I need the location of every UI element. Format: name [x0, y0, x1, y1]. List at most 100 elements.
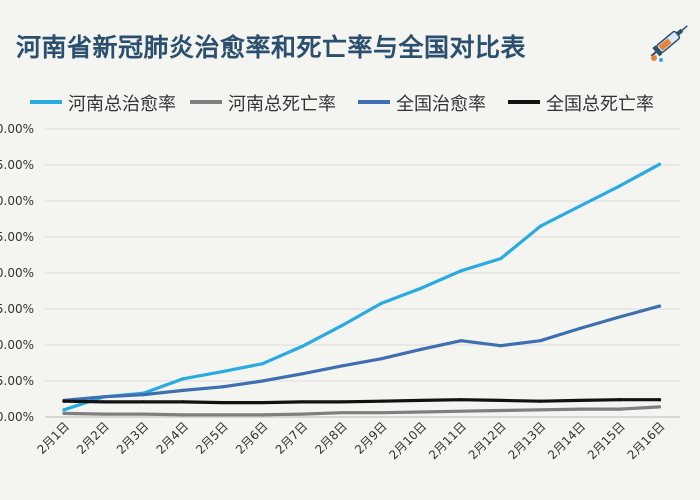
y-tick-label: 10.00% — [0, 338, 34, 352]
x-tick-label: 2月2日 — [74, 419, 112, 457]
data-point — [62, 399, 66, 403]
data-point — [618, 407, 622, 411]
chart-title: 河南省新冠肺炎治愈率和死亡率与全国对比表 — [16, 33, 527, 62]
data-point — [102, 412, 106, 416]
legend-label: 全国总死亡率 — [546, 94, 654, 115]
data-point — [578, 398, 582, 403]
data-point — [221, 385, 225, 389]
data-point — [657, 162, 662, 166]
data-point — [419, 410, 423, 414]
data-point — [181, 388, 185, 392]
x-tick-label: 2月12日 — [466, 419, 509, 462]
data-point — [419, 347, 423, 351]
data-point — [618, 184, 622, 188]
y-tick-label: 20.00% — [0, 266, 34, 280]
data-point — [538, 339, 543, 343]
data-point — [459, 339, 463, 343]
x-tick-label: 2月5日 — [193, 419, 231, 457]
data-point — [419, 286, 423, 290]
x-tick-label: 2月13日 — [505, 419, 548, 462]
data-point — [340, 400, 344, 404]
data-point — [538, 399, 543, 403]
data-point — [300, 372, 304, 376]
data-point — [578, 326, 582, 331]
y-tick-label: 25.00% — [0, 230, 34, 244]
x-tick-label: 2月9日 — [352, 419, 390, 457]
y-tick-label: 0.00% — [0, 410, 34, 424]
data-point — [300, 412, 304, 416]
data-point — [340, 323, 344, 328]
data-point — [141, 400, 145, 404]
data-point — [578, 204, 582, 208]
legend-label: 河南总死亡率 — [228, 94, 336, 115]
data-point — [181, 377, 185, 381]
data-point — [260, 379, 265, 383]
series-line-1 — [62, 405, 662, 417]
data-point — [618, 315, 622, 319]
data-point — [578, 407, 582, 411]
data-point — [538, 224, 543, 228]
data-point — [62, 411, 66, 415]
data-point — [221, 370, 225, 374]
data-point — [102, 395, 106, 399]
data-point — [419, 398, 423, 403]
data-point — [459, 409, 463, 413]
x-tick-label: 2月7日 — [273, 419, 311, 457]
data-point — [380, 411, 384, 415]
data-point — [260, 413, 265, 417]
data-point — [300, 344, 304, 349]
data-point — [499, 257, 503, 261]
legend-label: 河南总治愈率 — [68, 94, 176, 115]
data-point — [459, 269, 463, 273]
y-tick-label: 30.00% — [0, 194, 34, 208]
legend-swatch — [30, 100, 62, 104]
y-tick-label: 5.00% — [0, 374, 34, 388]
data-point — [221, 401, 225, 405]
x-tick-label: 2月11日 — [426, 419, 469, 462]
syringe-icon — [650, 25, 688, 62]
data-point — [221, 413, 225, 417]
data-point — [657, 304, 662, 308]
x-tick-label: 2月1日 — [34, 419, 72, 457]
data-point — [102, 400, 106, 404]
data-point — [141, 412, 145, 416]
data-point — [380, 357, 384, 361]
data-point — [499, 408, 503, 413]
legend-swatch — [190, 100, 222, 104]
series-line-3 — [62, 398, 662, 405]
data-point — [141, 393, 145, 397]
data-point — [657, 405, 662, 409]
x-tick-label: 2月4日 — [154, 419, 192, 457]
data-point — [181, 413, 185, 417]
legend-swatch — [508, 100, 540, 104]
x-tick-label: 2月10日 — [386, 419, 429, 462]
data-point — [499, 398, 503, 403]
y-tick-label: 35.00% — [0, 158, 34, 172]
x-tick-label: 2月14日 — [545, 419, 588, 462]
data-point — [459, 398, 463, 402]
y-tick-label: 40.00% — [0, 122, 34, 136]
series-line-0 — [62, 162, 662, 412]
data-point — [62, 408, 66, 412]
data-point — [657, 398, 662, 402]
legend-swatch — [358, 100, 390, 104]
x-tick-label: 2月15日 — [585, 419, 628, 462]
data-point — [380, 301, 384, 305]
series-line-2 — [62, 304, 662, 402]
x-tick-label: 2月16日 — [625, 419, 668, 462]
data-point — [499, 344, 503, 348]
y-tick-label: 15.00% — [0, 302, 34, 316]
data-point — [300, 400, 304, 404]
data-point — [538, 408, 543, 412]
data-point — [181, 400, 185, 404]
legend-label: 全国治愈率 — [396, 94, 486, 115]
data-point — [260, 401, 265, 405]
data-point — [340, 364, 344, 368]
x-tick-label: 2月8日 — [312, 419, 350, 457]
data-point — [380, 399, 384, 403]
x-tick-label: 2月6日 — [233, 419, 271, 457]
data-point — [618, 398, 622, 402]
data-point — [260, 362, 265, 366]
data-point — [340, 411, 344, 415]
